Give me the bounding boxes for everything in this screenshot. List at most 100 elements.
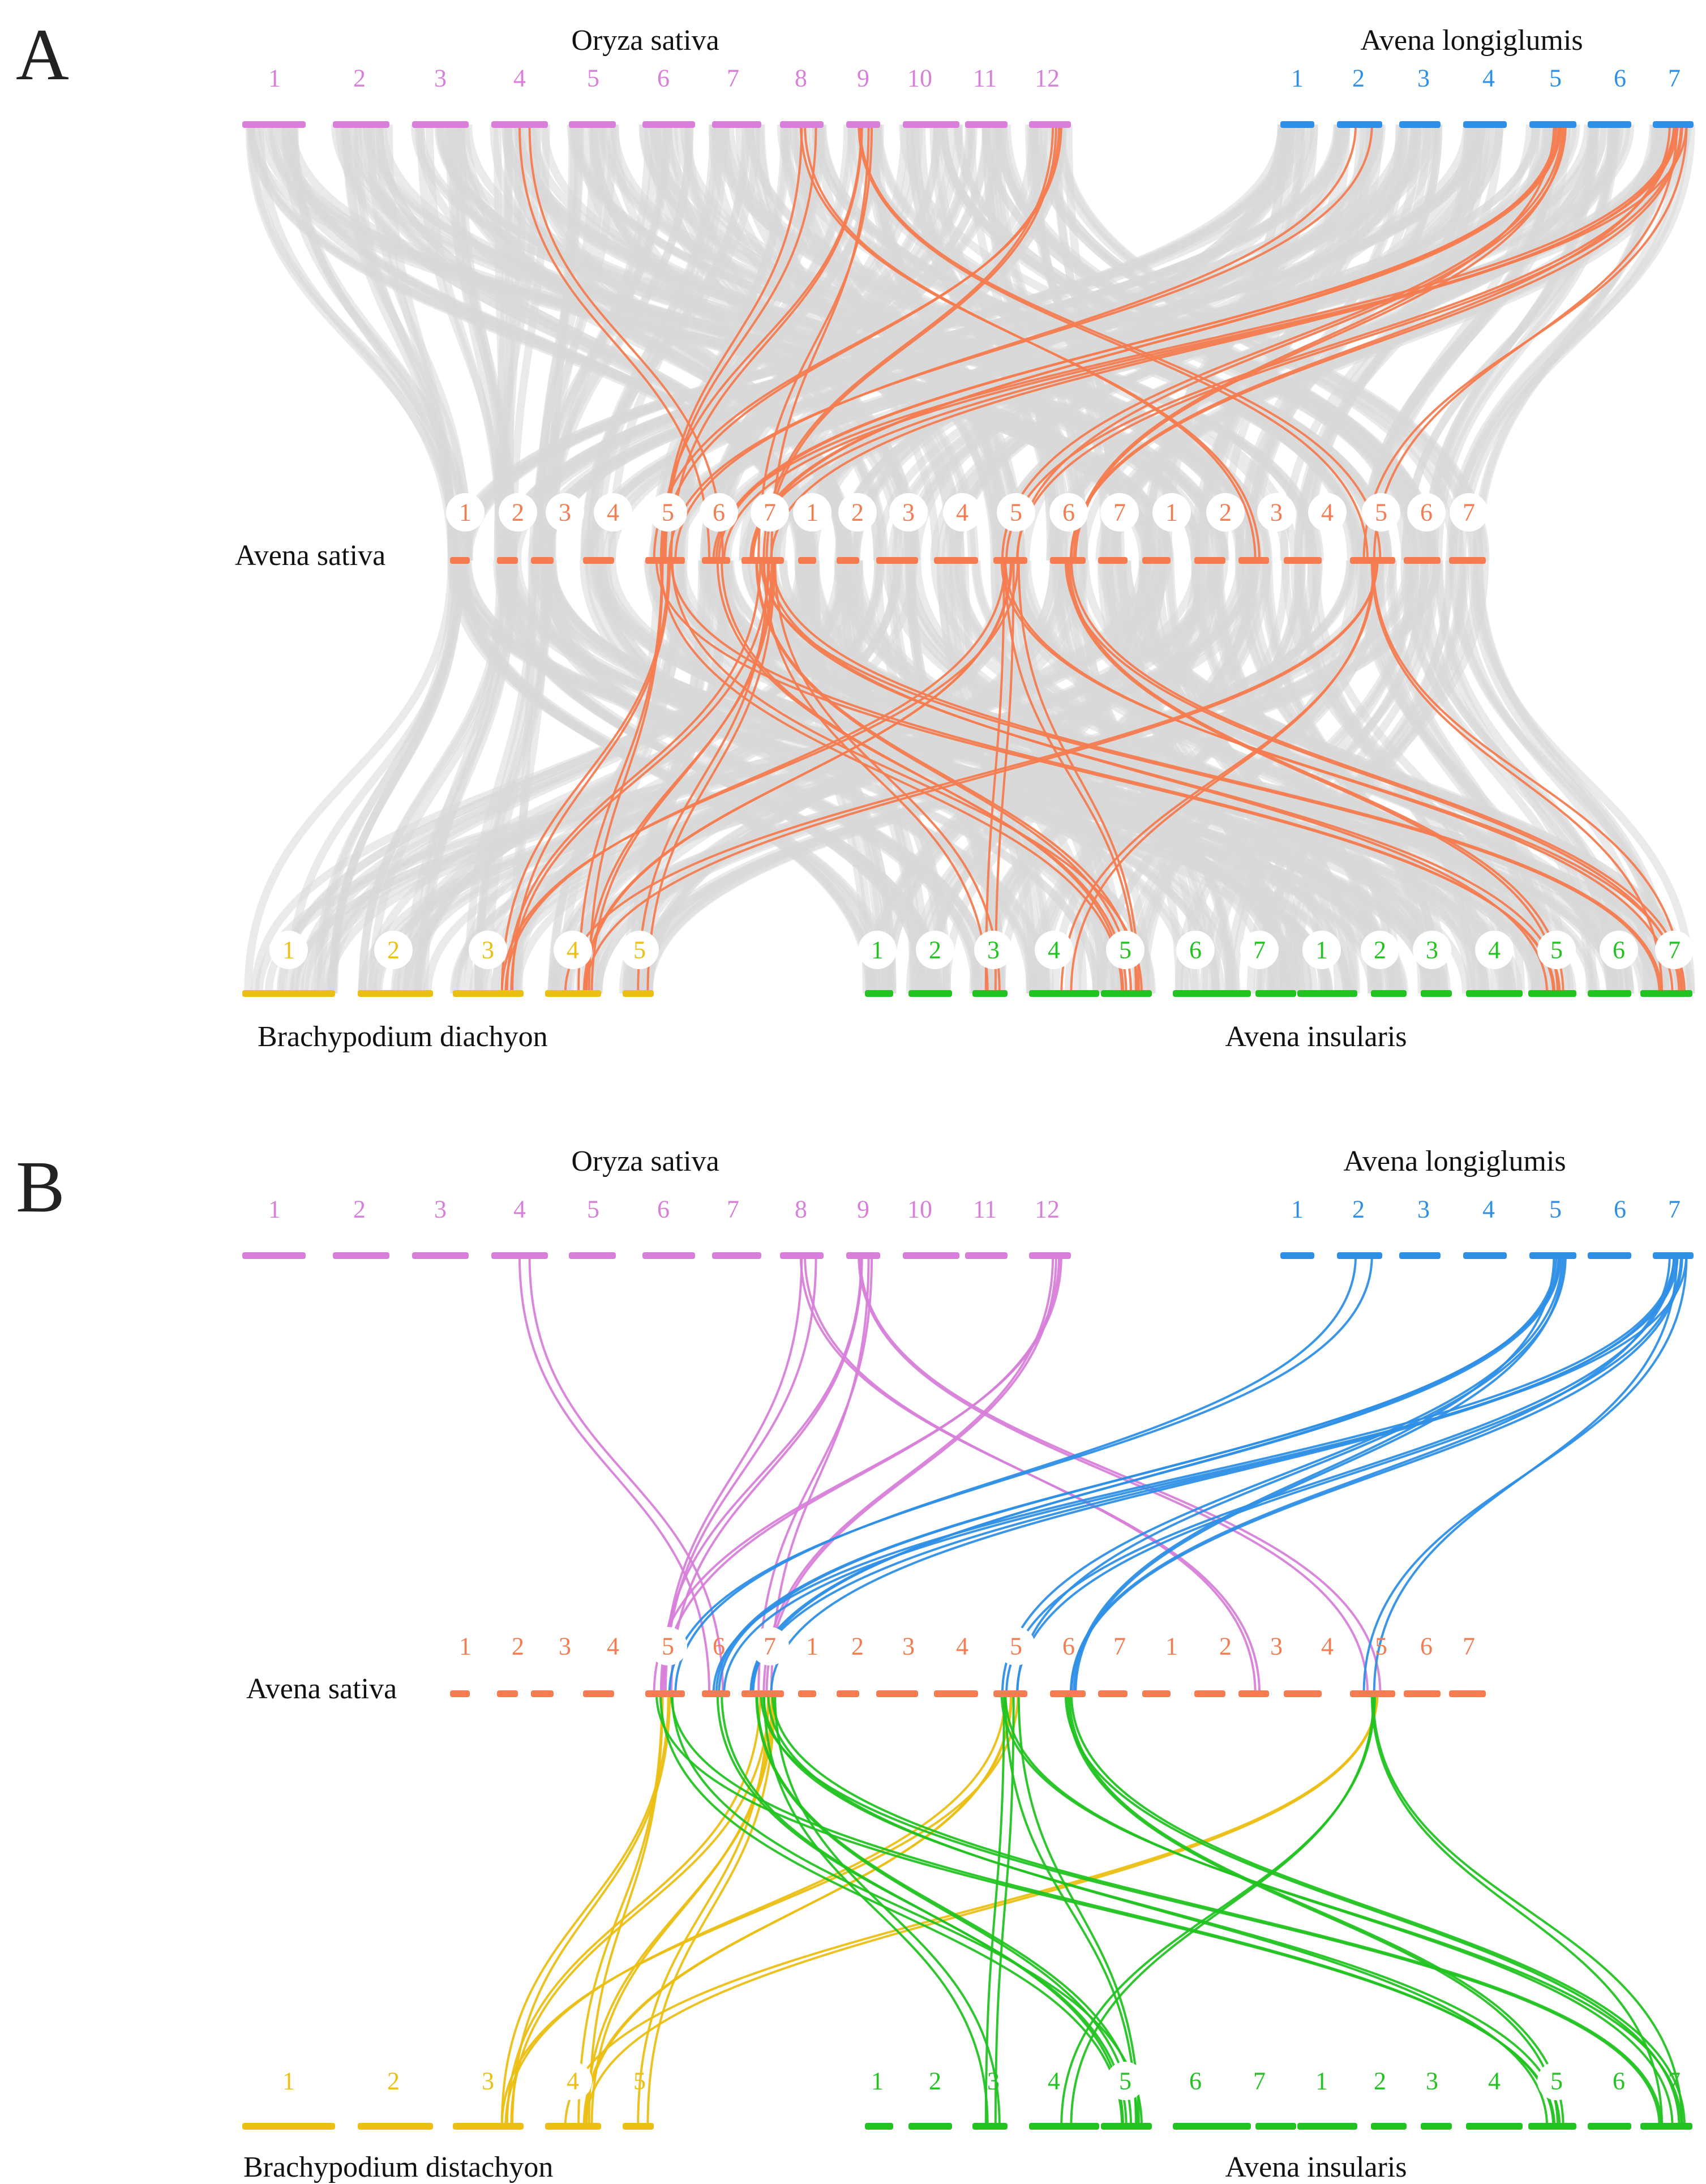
link-brachy-3 (504, 1693, 1006, 2127)
chromosome-label-bg-sativa-3 (546, 493, 584, 532)
highlight-link-insularis-13 (1370, 560, 1664, 994)
highlight-link-brachy-8 (646, 560, 776, 994)
highlight-link-longiglumis-9 (1070, 124, 1683, 561)
chromosome-bar-insularis-8 (1297, 990, 1357, 997)
link-longiglumis-6 (723, 1255, 1688, 1694)
chromosome-label-brachy-3: 3 (482, 2067, 494, 2095)
chromosome-bar-sativa-18 (1284, 1690, 1322, 1697)
link-oryza-4 (664, 1255, 817, 1694)
chromosome-label-oryza-10: 10 (907, 65, 932, 92)
chromosome-label-longiglumis-2: 2 (1352, 65, 1365, 92)
chromosome-bar-sativa-6 (702, 1690, 730, 1697)
chromosome-bar-oryza-10 (903, 1252, 959, 1259)
chromosome-label-oryza-9: 9 (857, 1196, 869, 1223)
chromosome-label-bg-sativa-8 (793, 493, 831, 532)
chromosome-label-sativa-4: 4 (607, 499, 619, 526)
background-link-532 (504, 560, 927, 994)
chromosome-label-oryza-4: 4 (513, 65, 526, 92)
chromosome-label-oryza-6: 6 (657, 65, 670, 92)
link-insularis-10 (760, 1693, 1661, 2127)
link-longiglumis-4 (1001, 1255, 1563, 1694)
highlight-link-brachy-5 (585, 560, 775, 994)
chromosome-bar-longiglumis-2 (1337, 1252, 1382, 1259)
highlight-link-insularis-10 (760, 560, 1661, 994)
chromosome-label-sativa-9: 2 (851, 1633, 864, 1660)
highlight-link-longiglumis-9 (1069, 124, 1671, 561)
chromosome-label-sativa-20: 6 (1420, 499, 1433, 526)
chromosome-label-sativa-11: 4 (956, 499, 968, 526)
chromosome-label-sativa-13: 6 (1062, 499, 1075, 526)
chromosome-label-oryza-2: 2 (353, 1196, 366, 1223)
chromosome-bar-sativa-16 (1194, 1690, 1225, 1697)
chromosome-bar-sativa-9 (837, 1690, 859, 1697)
chromosome-bar-brachy-4 (545, 990, 601, 997)
link-insularis-13 (1371, 1693, 1683, 2127)
chromosome-label-longiglumis-5: 5 (1549, 1196, 1562, 1223)
chromosome-label-bg-sativa-7 (751, 1627, 789, 1665)
chromosome-label-insularis-10: 3 (1426, 936, 1438, 964)
species-label-longiglumis-b: Avena longiglumis (1343, 1145, 1566, 1177)
chromosome-bar-sativa-13 (1050, 1690, 1086, 1697)
chromosome-label-oryza-5: 5 (587, 65, 599, 92)
chromosome-label-longiglumis-6: 6 (1614, 1196, 1626, 1223)
chromosome-label-insularis-9: 2 (1374, 936, 1386, 964)
chromosome-label-insularis-14: 7 (1668, 2067, 1681, 2095)
chromosome-label-bg-insularis-12 (1537, 2062, 1576, 2100)
link-longiglumis-5 (1074, 1255, 1565, 1694)
chromosome-bar-sativa-14 (1098, 557, 1128, 564)
species-label-oryza-a: Oryza sativa (571, 24, 719, 57)
chromosome-label-oryza-8: 8 (795, 65, 807, 92)
chromosome-label-insularis-8: 1 (1315, 936, 1328, 964)
link-longiglumis-6 (712, 1255, 1675, 1694)
chromosome-bar-longiglumis-7 (1653, 121, 1694, 128)
highlight-link-oryza-7 (765, 124, 1057, 561)
chromosome-bar-longiglumis-2 (1337, 121, 1382, 128)
chromosome-label-sativa-5: 5 (662, 499, 674, 526)
chromosome-label-insularis-11: 4 (1488, 936, 1501, 964)
chromosome-bar-longiglumis-4 (1463, 1252, 1507, 1259)
chromosome-label-insularis-2: 2 (929, 936, 941, 964)
chromosome-bar-longiglumis-1 (1280, 1252, 1314, 1259)
background-link-401 (244, 560, 456, 994)
species-label-insularis-a: Avena insularis (1225, 1021, 1407, 1053)
chromosome-bar-sativa-7 (741, 557, 784, 564)
chromosome-bar-insularis-2 (908, 2123, 952, 2130)
chromosome-label-insularis-4: 4 (1048, 936, 1060, 964)
chromosome-bar-longiglumis-1 (1280, 121, 1314, 128)
chromosome-label-insularis-6: 6 (1189, 2067, 1202, 2095)
chromosome-bar-insularis-10 (1421, 990, 1452, 997)
background-link-795 (1456, 560, 1652, 994)
chromosome-bar-sativa-3 (531, 1690, 554, 1697)
highlight-link-oryza-4 (664, 124, 817, 561)
chromosome-label-bg-brachy-5 (620, 931, 659, 969)
chromosome-bar-brachy-5 (623, 990, 654, 997)
chromosome-bar-oryza-2 (333, 1252, 389, 1259)
chromosome-bar-oryza-8 (780, 1252, 824, 1259)
link-brachy-5 (585, 1693, 775, 2127)
chromosome-labels-b: 1 2 3 4 5 6 7 8 9 10 11 12 1 2 3 4 5 6 71 2 3 4 5 6 7 1 2 3 4 5 6 7 1 2 3 4… (268, 1196, 1681, 2100)
species-label-sativa-a: Avena sativa (235, 539, 385, 572)
chromosome-label-sativa-4: 4 (607, 1633, 619, 1660)
chromosome-bar-insularis-14 (1640, 2123, 1692, 2130)
link-longiglumis-9 (1069, 1255, 1671, 1694)
chromosome-label-bg-sativa-18 (1308, 493, 1347, 532)
chromosome-label-bg-insularis-14 (1655, 931, 1694, 969)
link-longiglumis-1 (674, 1255, 1357, 1694)
chromosome-label-bg-sativa-21 (1450, 493, 1488, 532)
highlight-link-insularis-12 (1070, 560, 1686, 994)
chromosome-bar-insularis-14 (1640, 990, 1692, 997)
link-insularis-9 (1066, 1693, 1559, 2127)
chromosome-bar-oryza-1 (242, 121, 306, 128)
chromosome-label-oryza-10: 10 (907, 1196, 932, 1223)
species-label-brachy-a: Brachypodium diachyon (258, 1021, 548, 1053)
chromosome-bar-oryza-4 (491, 121, 548, 128)
chromosome-bar-oryza-7 (712, 1252, 761, 1259)
chromosome-label-bg-sativa-16 (1206, 493, 1245, 532)
chromosome-bar-longiglumis-5 (1529, 1252, 1576, 1259)
chromosome-label-oryza-2: 2 (353, 65, 366, 92)
highlight-link-longiglumis-4 (1016, 124, 1567, 561)
chromosome-label-longiglumis-4: 4 (1482, 65, 1495, 92)
chromosome-label-longiglumis-7: 7 (1668, 1196, 1681, 1223)
highlight-link-brachy-4 (577, 560, 663, 994)
